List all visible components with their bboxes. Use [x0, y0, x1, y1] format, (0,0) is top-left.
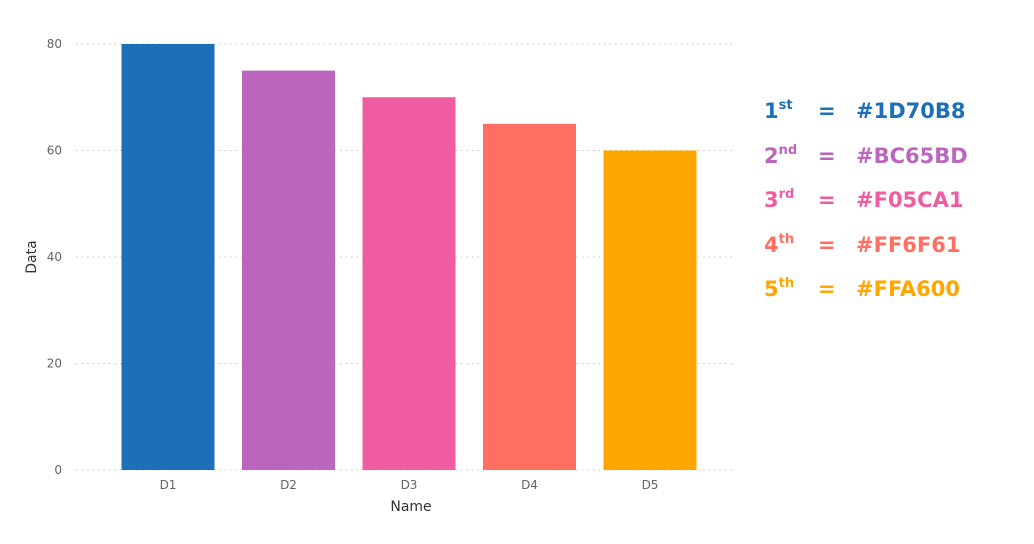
legend-rank: 5th — [764, 276, 818, 301]
legend-rank-number: 5 — [764, 277, 779, 301]
y-tick-label: 40 — [47, 250, 62, 264]
legend-rank: 1st — [764, 98, 818, 123]
legend-row-4: 4th = #FF6F61 — [764, 232, 968, 277]
y-tick-label: 20 — [47, 357, 62, 371]
x-tick-label: D1 — [160, 478, 177, 492]
legend-equals: = — [818, 143, 836, 168]
legend-rank-suffix: st — [778, 98, 793, 113]
x-tick-label: D4 — [521, 478, 538, 492]
bar-d2 — [242, 70, 335, 470]
legend-rank: 4th — [764, 232, 818, 257]
bar-d1 — [121, 44, 215, 470]
legend-hex-code: #1D70B8 — [856, 99, 966, 123]
y-tick-label: 80 — [47, 37, 62, 51]
legend-hex-code: #FFA600 — [856, 277, 960, 301]
legend-rank-number: 3 — [764, 188, 779, 212]
y-axis-ticks: 0 20 40 60 80 — [47, 37, 62, 477]
bars — [121, 44, 697, 470]
legend-row-1: 1st = #1D70B8 — [764, 98, 968, 143]
legend-hex-code: #FF6F61 — [856, 232, 961, 257]
legend-rank-number: 4 — [764, 232, 779, 257]
legend-equals: = — [818, 277, 836, 301]
color-legend: 1st = #1D70B8 2nd = #BC65BD 3rd = #F05CA… — [764, 98, 968, 321]
legend-rank-suffix: nd — [778, 142, 798, 158]
x-axis-ticks: D1 D2 D3 D4 D5 — [160, 478, 659, 492]
x-axis-title: Name — [390, 499, 431, 515]
x-tick-label: D2 — [280, 478, 297, 492]
legend-rank-number: 2 — [764, 143, 779, 168]
legend-rank: 3rd — [764, 187, 818, 212]
y-tick-label: 0 — [54, 463, 62, 477]
y-axis-title: Data — [24, 240, 40, 273]
bar-d4 — [483, 123, 576, 470]
legend-rank-suffix: th — [778, 231, 795, 247]
x-tick-label: D3 — [401, 478, 418, 492]
legend-equals: = — [818, 188, 836, 212]
legend-rank: 2nd — [764, 143, 818, 168]
bar-d5 — [603, 150, 697, 470]
legend-rank-suffix: rd — [778, 187, 795, 202]
legend-rank-suffix: th — [778, 276, 795, 291]
legend-rank-number: 1 — [764, 99, 779, 123]
legend-row-2: 2nd = #BC65BD — [764, 143, 968, 188]
legend-equals: = — [818, 232, 836, 257]
bar-d3 — [362, 97, 456, 470]
legend-row-5: 5th = #FFA600 — [764, 276, 968, 321]
legend-row-3: 3rd = #F05CA1 — [764, 187, 968, 232]
y-tick-label: 60 — [47, 144, 62, 158]
x-tick-label: D5 — [642, 478, 659, 492]
legend-hex-code: #BC65BD — [856, 143, 968, 168]
legend-hex-code: #F05CA1 — [856, 188, 964, 212]
legend-equals: = — [818, 99, 836, 123]
